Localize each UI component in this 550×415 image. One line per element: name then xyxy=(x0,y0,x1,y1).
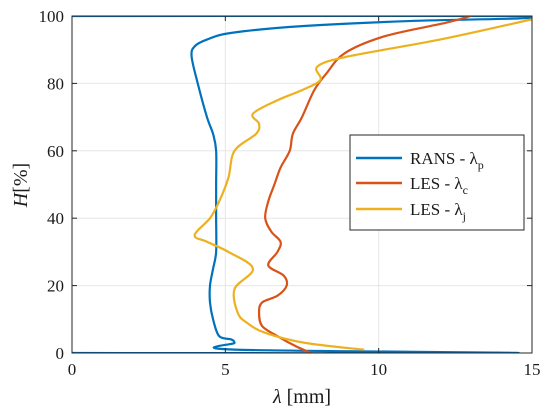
legend-entry-rans: RANS - λp xyxy=(356,149,484,172)
series-layer xyxy=(72,16,532,353)
series-line-les-lambda-c xyxy=(257,16,472,353)
x-tick-label: 10 xyxy=(370,360,387,379)
y-tick-label: 0 xyxy=(56,344,65,363)
y-axis-label: H[%] xyxy=(10,163,32,208)
x-tick-label: 15 xyxy=(524,360,541,379)
legend-label-les-j: LES - λj xyxy=(410,200,466,223)
legend-label-les-c: LES - λc xyxy=(410,174,468,197)
legend-label-rans: RANS - λp xyxy=(410,149,484,172)
y-tick-label: 80 xyxy=(47,74,64,93)
y-tick-label: 20 xyxy=(47,277,64,296)
x-axis-label: λ [mm] xyxy=(272,386,331,408)
series-line-les-lambda-j xyxy=(193,18,532,351)
y-tick-label: 40 xyxy=(47,209,64,228)
y-tick-label: 60 xyxy=(47,142,64,161)
x-tick-label: 0 xyxy=(68,360,77,379)
series-line-rans-lambda-p xyxy=(72,16,532,353)
x-tick-label: 5 xyxy=(221,360,230,379)
legend: RANS - λp LES - λc LES - λj xyxy=(349,134,525,231)
y-tick-label: 100 xyxy=(39,7,65,26)
plot-frame xyxy=(71,15,533,354)
legend-entry-les-j: LES - λj xyxy=(356,200,466,223)
tick-labels: 0 5 10 15 0 20 40 60 80 100 xyxy=(39,7,541,379)
legend-entry-les-c: LES - λc xyxy=(356,174,468,197)
ticks xyxy=(71,15,533,354)
